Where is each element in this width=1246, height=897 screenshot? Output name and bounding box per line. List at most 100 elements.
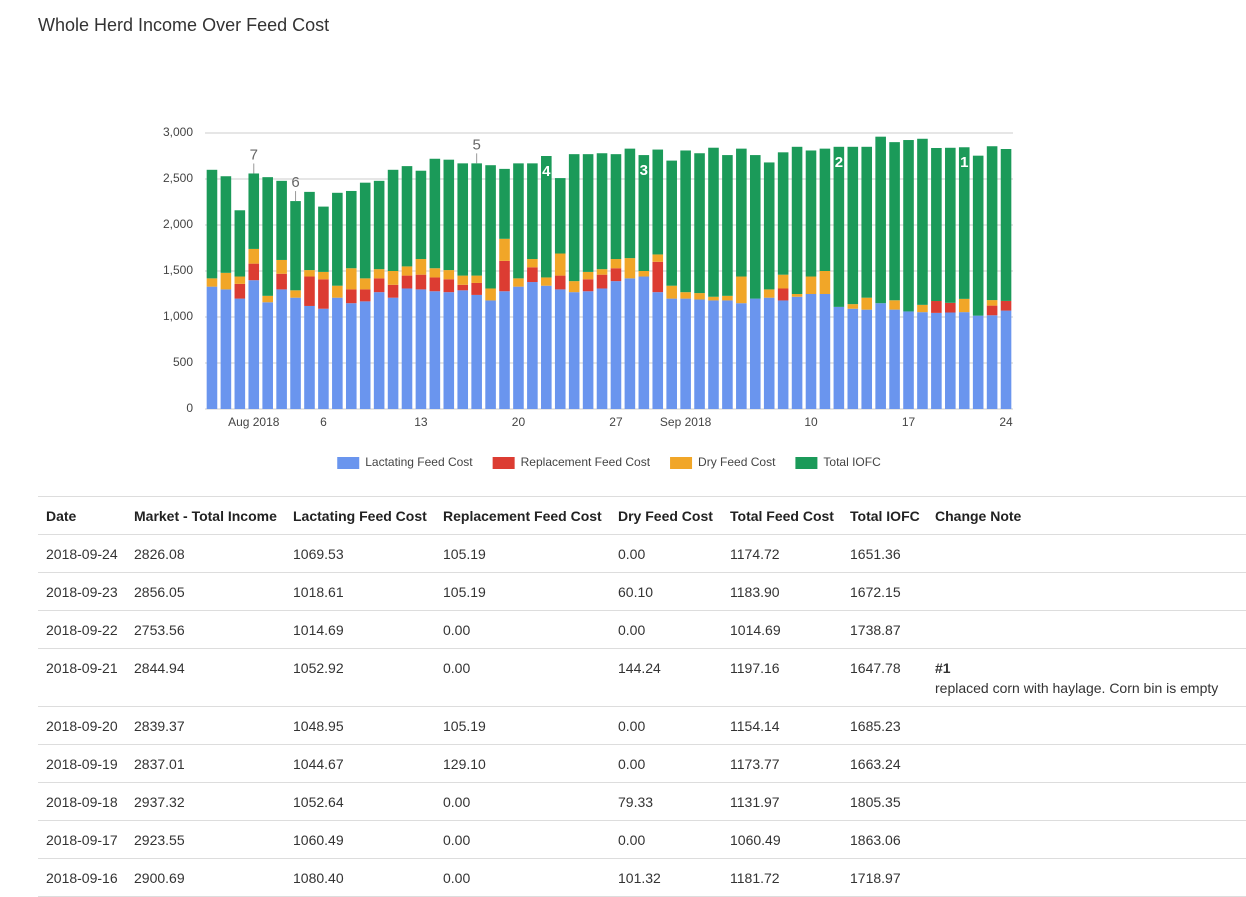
bar-segment (373, 180, 385, 270)
bar-segment (972, 315, 984, 409)
bar-segment (791, 294, 803, 297)
bar-segment (248, 173, 260, 249)
bar-segment (694, 153, 705, 294)
bar-segment (318, 271, 329, 280)
bar-segment (582, 279, 594, 292)
bar-segment (749, 155, 761, 299)
table-cell: 0.00 (610, 610, 722, 649)
table-cell: 0.00 (610, 706, 722, 745)
y-tick-label: 1,500 (163, 263, 193, 277)
bar-segment (903, 311, 914, 409)
table-cell: 2018-09-19 (38, 744, 126, 783)
bar-segment (248, 263, 260, 281)
y-tick-label: 500 (173, 355, 193, 369)
y-tick-label: 0 (186, 401, 193, 415)
bar-segment (499, 238, 510, 261)
bar-segment (248, 248, 260, 264)
table-cell: 2937.32 (126, 782, 285, 821)
table-cell: 2839.37 (126, 706, 285, 745)
table-cell: 1014.69 (722, 610, 842, 649)
bar-segment (805, 276, 817, 294)
y-tick-label: 2,000 (163, 217, 193, 231)
bar-segment (931, 301, 942, 313)
bar-segment (541, 277, 552, 286)
bar-segment (694, 299, 705, 409)
table-cell: 0.00 (435, 782, 610, 821)
note-cell (927, 820, 1246, 859)
bar-segment (304, 305, 315, 409)
bar-segment (624, 148, 636, 259)
bar-segment (708, 300, 719, 409)
legend-label: Total IOFC (823, 455, 881, 469)
table-cell: 1080.40 (285, 858, 435, 897)
table-cell: 1805.35 (842, 782, 927, 821)
table-cell: 2900.69 (126, 858, 285, 897)
table-cell: 0.00 (610, 744, 722, 783)
table-cell: 1173.77 (722, 744, 842, 783)
table-cell: 1672.15 (842, 572, 927, 611)
annotation: 1 (960, 154, 968, 171)
bar-segment (457, 290, 469, 409)
bar-segment (582, 291, 594, 409)
bar-segment (722, 300, 733, 409)
table-cell: 129.10 (435, 744, 610, 783)
bar-segment (582, 154, 594, 272)
bar-segment (666, 160, 677, 286)
bar-segment (722, 295, 733, 301)
bar-segment (485, 300, 496, 409)
y-tick-label: 1,000 (163, 309, 193, 323)
bar-segment (220, 176, 232, 273)
bar-segment (1000, 149, 1012, 301)
table-cell: 1647.78 (842, 648, 927, 707)
bar-segment (917, 312, 928, 409)
bar-segment (889, 300, 900, 310)
bar-segment (958, 147, 970, 299)
bar-segment (652, 254, 664, 262)
bar-segment (568, 292, 580, 409)
bar-segment (359, 301, 371, 409)
bar-segment (596, 153, 608, 270)
bar-segment (958, 312, 970, 409)
annotation: 3 (640, 162, 648, 179)
bar-segment (527, 259, 538, 268)
table-cell: 0.00 (610, 820, 722, 859)
bar-segment (610, 154, 622, 260)
table-cell: 2018-09-20 (38, 706, 126, 745)
table-cell: 2856.05 (126, 572, 285, 611)
bar-segment (443, 279, 455, 293)
bar-segment (401, 166, 413, 267)
x-tick-label: 13 (414, 415, 428, 429)
bar-segment (304, 270, 315, 277)
bar-segment (234, 298, 246, 409)
bar-segment (554, 253, 566, 276)
table-cell: 0.00 (435, 858, 610, 897)
bar-segment (471, 163, 482, 276)
bar-segment (694, 293, 705, 300)
legend-swatch (795, 457, 818, 469)
legend-label: Lactating Feed Cost (365, 455, 473, 469)
bar-segment (763, 289, 775, 298)
table-cell: 2018-09-24 (38, 534, 126, 573)
bar-segment (443, 270, 455, 280)
bar-segment (986, 300, 998, 306)
table-cell: 2018-09-21 (38, 648, 126, 707)
bar-segment (610, 268, 622, 282)
bar-segment (318, 308, 329, 409)
bar-segment (373, 292, 385, 409)
bar-segment (541, 156, 552, 278)
table-row: 2018-09-24 2826.08 1069.53 105.19 0.00 1174.7… (38, 534, 1246, 573)
note-cell (927, 572, 1246, 611)
table-cell: 1685.23 (842, 706, 927, 745)
table-cell: 60.10 (610, 572, 722, 611)
bar-segment (652, 261, 664, 293)
bar-segment (708, 296, 719, 301)
legend: Lactating Feed Cost Replacement Feed Cost… (337, 455, 881, 469)
table-cell: 105.19 (435, 572, 610, 611)
bar-segment (638, 155, 650, 271)
bar-segment (276, 289, 287, 409)
bar-segment (527, 267, 538, 283)
bar-segment (945, 147, 956, 303)
table-cell: 101.32 (610, 858, 722, 897)
bar-segment (861, 309, 873, 409)
bar-segment (276, 259, 287, 274)
